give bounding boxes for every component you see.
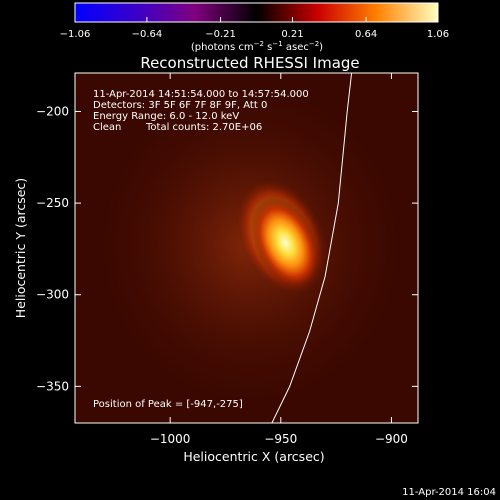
colorbar-unit-label: (photons cm−2 s−1 asec−2) <box>191 40 323 53</box>
x-tick-label: −1000 <box>150 432 191 446</box>
x-tick-label: −950 <box>264 432 297 446</box>
annotation-clean: Clean <box>93 122 121 133</box>
colorbar-ticks: −1.06 −0.64 −0.21 0.21 0.64 1.06 <box>60 17 449 40</box>
y-tick-label: −350 <box>36 379 69 393</box>
y-tick-label: −300 <box>36 288 69 302</box>
y-tick-label: −200 <box>36 104 69 118</box>
plot-frame <box>74 72 419 424</box>
colorbar-tick-label: 1.06 <box>427 29 449 40</box>
colorbar-tick-label: −0.64 <box>132 29 163 40</box>
annotation-total-counts: Total counts: 2.70E+06 <box>145 122 262 133</box>
solar-limb-curve <box>271 73 353 423</box>
colorbar-gradient <box>74 2 439 23</box>
source-core <box>251 197 320 289</box>
x-axis-title: Heliocentric X (arcsec) <box>183 449 324 464</box>
y-axis-title: Heliocentric Y (arcsec) <box>13 178 28 318</box>
annotation-time-range: 11-Apr-2014 14:51:54.000 to 14:57:54.000 <box>93 89 309 100</box>
colorbar: −1.06 −0.64 −0.21 0.21 0.64 1.06 (photons cm−… <box>60 2 449 53</box>
colorbar-tick-label: 0.64 <box>355 29 377 40</box>
x-axis-ticks: −1000 −950 −900 <box>150 73 408 446</box>
chart-title: Reconstructed RHESSI Image <box>140 54 359 72</box>
colorbar-tick-label: −1.06 <box>60 29 91 40</box>
annotation-peak-position: Position of Peak = [-947,-275] <box>93 399 243 410</box>
colorbar-tick-label: −0.21 <box>205 29 236 40</box>
plot-timestamp: 11-Apr-2014 16:04 <box>402 487 496 498</box>
annotation-detectors: Detectors: 3F 5F 6F 7F 8F 9F, Att 0 <box>93 100 267 111</box>
image-area <box>75 73 418 423</box>
y-axis-ticks: −200 −250 −300 −350 <box>36 104 418 393</box>
colorbar-tick-label: 0.21 <box>281 29 303 40</box>
y-tick-label: −250 <box>36 196 69 210</box>
annotation-energy-range: Energy Range: 6.0 - 12.0 keV <box>93 111 239 122</box>
x-tick-label: −900 <box>375 432 408 446</box>
